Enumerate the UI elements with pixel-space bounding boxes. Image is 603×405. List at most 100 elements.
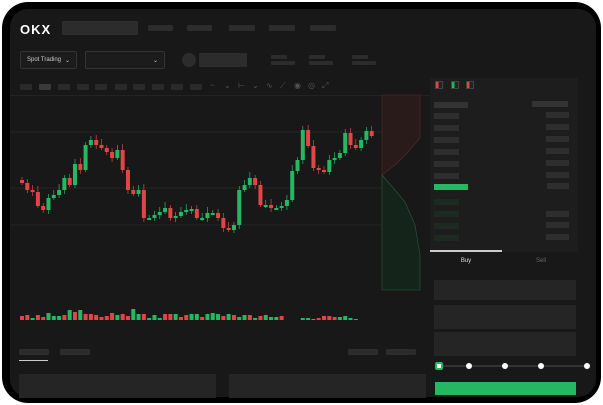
chevron-down-icon: ⌄ <box>64 57 70 64</box>
search-bar[interactable] <box>62 21 138 35</box>
volume-bar <box>269 317 274 320</box>
volume-bar <box>332 317 337 320</box>
timeframe-button[interactable] <box>190 84 202 90</box>
ask-price <box>434 173 459 179</box>
volume-bar <box>99 317 104 320</box>
candle-body <box>348 133 353 145</box>
tab-open-orders[interactable] <box>19 349 49 355</box>
candle-body <box>353 145 358 148</box>
slider-track[interactable] <box>438 365 588 367</box>
candle-body <box>194 209 199 218</box>
candle-body <box>99 145 104 148</box>
timeframe-button[interactable] <box>20 84 32 90</box>
timeframe-button[interactable] <box>115 84 127 90</box>
ask-amount <box>546 160 569 166</box>
price-input[interactable] <box>434 280 576 300</box>
candle-body <box>184 210 189 212</box>
total-input[interactable] <box>434 332 576 356</box>
nav-item-5[interactable] <box>310 25 336 31</box>
candle-body <box>316 168 321 170</box>
volume-bar <box>184 315 189 320</box>
volume-bar <box>120 314 125 320</box>
candle-body <box>104 148 109 152</box>
filter-button[interactable] <box>348 349 378 355</box>
volume-bar <box>237 317 242 320</box>
tab-order-history[interactable] <box>60 349 90 355</box>
candle-body <box>136 190 141 194</box>
slider-handle[interactable] <box>435 362 443 370</box>
buy-button[interactable] <box>435 382 576 395</box>
volume-bar <box>168 314 173 320</box>
filter-button[interactable] <box>386 349 416 355</box>
candle-body <box>216 213 221 218</box>
chart-tool-icon[interactable]: ⌄ <box>252 81 259 90</box>
timeframe-button[interactable] <box>171 84 183 90</box>
tab-buy[interactable]: Buy <box>460 258 472 264</box>
chart-tool-icon[interactable]: ⟋ <box>280 81 286 90</box>
nav-item-2[interactable] <box>187 25 212 31</box>
candle-body <box>242 185 247 190</box>
stat-label <box>271 55 287 59</box>
stat-label <box>309 55 325 59</box>
nav-item-1[interactable] <box>148 25 173 31</box>
volume-bar <box>110 313 115 320</box>
timeframe-button[interactable] <box>77 84 89 90</box>
candlestick-chart[interactable] <box>10 80 430 320</box>
chart-tool-icon[interactable]: ◎ <box>308 81 315 90</box>
volume-bar <box>25 315 30 320</box>
chart-tool-icon[interactable]: ~ <box>210 81 215 90</box>
candle-body <box>332 158 337 160</box>
candle-body <box>205 213 210 218</box>
ask-amount <box>546 172 569 178</box>
market-dropdown[interactable]: Spot Trading ⌄ <box>20 51 77 69</box>
volume-bar <box>253 318 258 320</box>
volume-bar <box>157 318 162 320</box>
slider-mark[interactable] <box>466 363 472 369</box>
chart-tool-icon[interactable]: ◉ <box>294 81 301 90</box>
book-view-asks-icon[interactable] <box>466 81 474 89</box>
positions-card <box>19 374 216 398</box>
candle-body <box>274 208 279 210</box>
pair-dropdown[interactable]: ⌄ <box>85 51 165 69</box>
candle-body <box>343 133 348 153</box>
chart-tool-icon[interactable]: ∿ <box>266 81 273 90</box>
timeframe-button[interactable] <box>39 84 51 90</box>
volume-bar <box>178 317 183 320</box>
slider-mark[interactable] <box>584 363 590 369</box>
volume-bar <box>115 315 120 320</box>
slider-mark[interactable] <box>502 363 508 369</box>
tab-sell[interactable]: Sell <box>535 258 546 264</box>
timeframe-button[interactable] <box>58 84 70 90</box>
candle-body <box>263 205 268 207</box>
nav-item-3[interactable] <box>229 25 255 31</box>
volume-bar <box>263 315 268 320</box>
volume-bar <box>274 317 279 320</box>
timeframe-button[interactable] <box>133 84 145 90</box>
candle-body <box>279 206 284 208</box>
bid-amount <box>546 222 569 228</box>
slider-mark[interactable] <box>538 363 544 369</box>
bid-price <box>434 223 459 229</box>
volume-bar <box>104 316 109 320</box>
chart-tool-icon[interactable]: ⌄ <box>224 81 231 90</box>
candle-body <box>94 140 99 145</box>
candle-body <box>115 150 120 158</box>
volume-bar <box>41 317 46 320</box>
volume-bar <box>231 315 236 320</box>
amount-input[interactable] <box>434 305 576 329</box>
candle-body <box>200 218 205 220</box>
volume-bar <box>226 314 231 320</box>
bid-price <box>434 211 459 217</box>
book-view-both-icon[interactable] <box>435 81 443 89</box>
chart-tool-icon[interactable]: ⤢ <box>322 81 329 90</box>
timeframe-button[interactable] <box>95 84 107 90</box>
volume-bar <box>353 319 358 320</box>
book-header-price <box>434 102 468 108</box>
nav-item-4[interactable] <box>269 25 295 31</box>
timeframe-button[interactable] <box>152 84 164 90</box>
volume-bar <box>83 314 88 320</box>
candle-body <box>364 131 369 140</box>
book-view-bids-icon[interactable] <box>451 81 459 89</box>
chart-tool-icon[interactable]: ⊢ <box>238 81 245 90</box>
volume-bar <box>322 316 327 320</box>
